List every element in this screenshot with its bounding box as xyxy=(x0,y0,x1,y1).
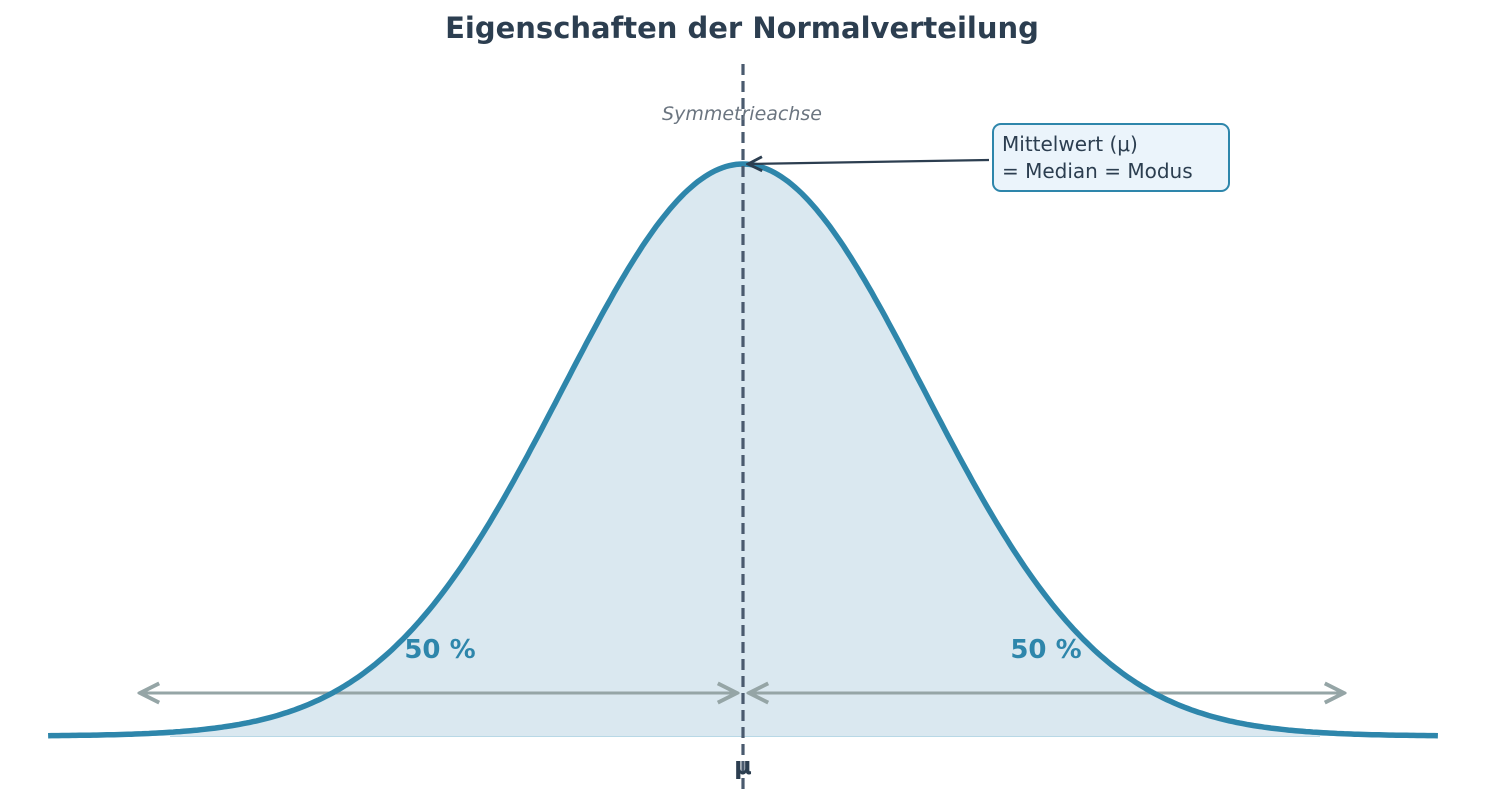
callout-box xyxy=(992,123,1230,192)
callout-line2: = Median = Modus xyxy=(1002,159,1193,183)
density-curve xyxy=(48,161,1438,739)
x-tick-mu: μ xyxy=(734,752,752,780)
right-share-label: 50 % xyxy=(1010,635,1081,665)
left-share-label: 50 % xyxy=(404,635,475,665)
callout-arrow xyxy=(748,160,990,164)
symmetry-axis-label: Symmetrieachse xyxy=(662,103,822,125)
chart-title: Eigenschaften der Normalverteilung xyxy=(445,11,1039,45)
callout-line1: Mittelwert (μ) xyxy=(1002,132,1138,156)
curve-area-fill xyxy=(48,164,1438,736)
